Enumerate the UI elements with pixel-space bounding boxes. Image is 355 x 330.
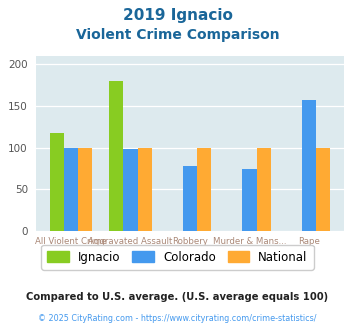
Legend: Ignacio, Colorado, National: Ignacio, Colorado, National: [42, 245, 313, 270]
Bar: [316, 148, 330, 231]
Bar: [257, 148, 271, 231]
Bar: [138, 148, 152, 231]
Text: Compared to U.S. average. (U.S. average equals 100): Compared to U.S. average. (U.S. average …: [26, 292, 329, 302]
Bar: [123, 148, 138, 231]
Bar: [183, 166, 197, 231]
Bar: [302, 100, 316, 231]
Text: 2019 Ignacio: 2019 Ignacio: [122, 8, 233, 23]
Bar: [242, 169, 257, 231]
Bar: [109, 81, 123, 231]
Bar: [78, 148, 92, 231]
Bar: [197, 148, 211, 231]
Text: © 2025 CityRating.com - https://www.cityrating.com/crime-statistics/: © 2025 CityRating.com - https://www.city…: [38, 314, 317, 323]
Text: Violent Crime Comparison: Violent Crime Comparison: [76, 28, 279, 42]
Bar: [50, 133, 64, 231]
Bar: [64, 148, 78, 231]
